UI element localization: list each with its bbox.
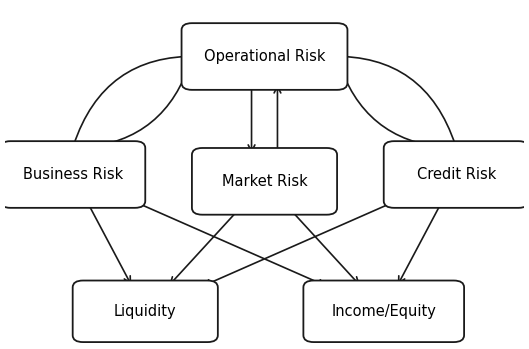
- FancyBboxPatch shape: [384, 141, 529, 208]
- FancyBboxPatch shape: [0, 141, 145, 208]
- Text: Business Risk: Business Risk: [23, 167, 123, 182]
- FancyBboxPatch shape: [304, 281, 464, 342]
- Text: Income/Equity: Income/Equity: [331, 304, 436, 319]
- Text: Liquidity: Liquidity: [114, 304, 177, 319]
- Text: Operational Risk: Operational Risk: [204, 49, 325, 64]
- Text: Market Risk: Market Risk: [222, 174, 307, 189]
- FancyBboxPatch shape: [181, 23, 348, 90]
- Text: Credit Risk: Credit Risk: [417, 167, 496, 182]
- FancyBboxPatch shape: [192, 148, 337, 215]
- FancyBboxPatch shape: [72, 281, 218, 342]
